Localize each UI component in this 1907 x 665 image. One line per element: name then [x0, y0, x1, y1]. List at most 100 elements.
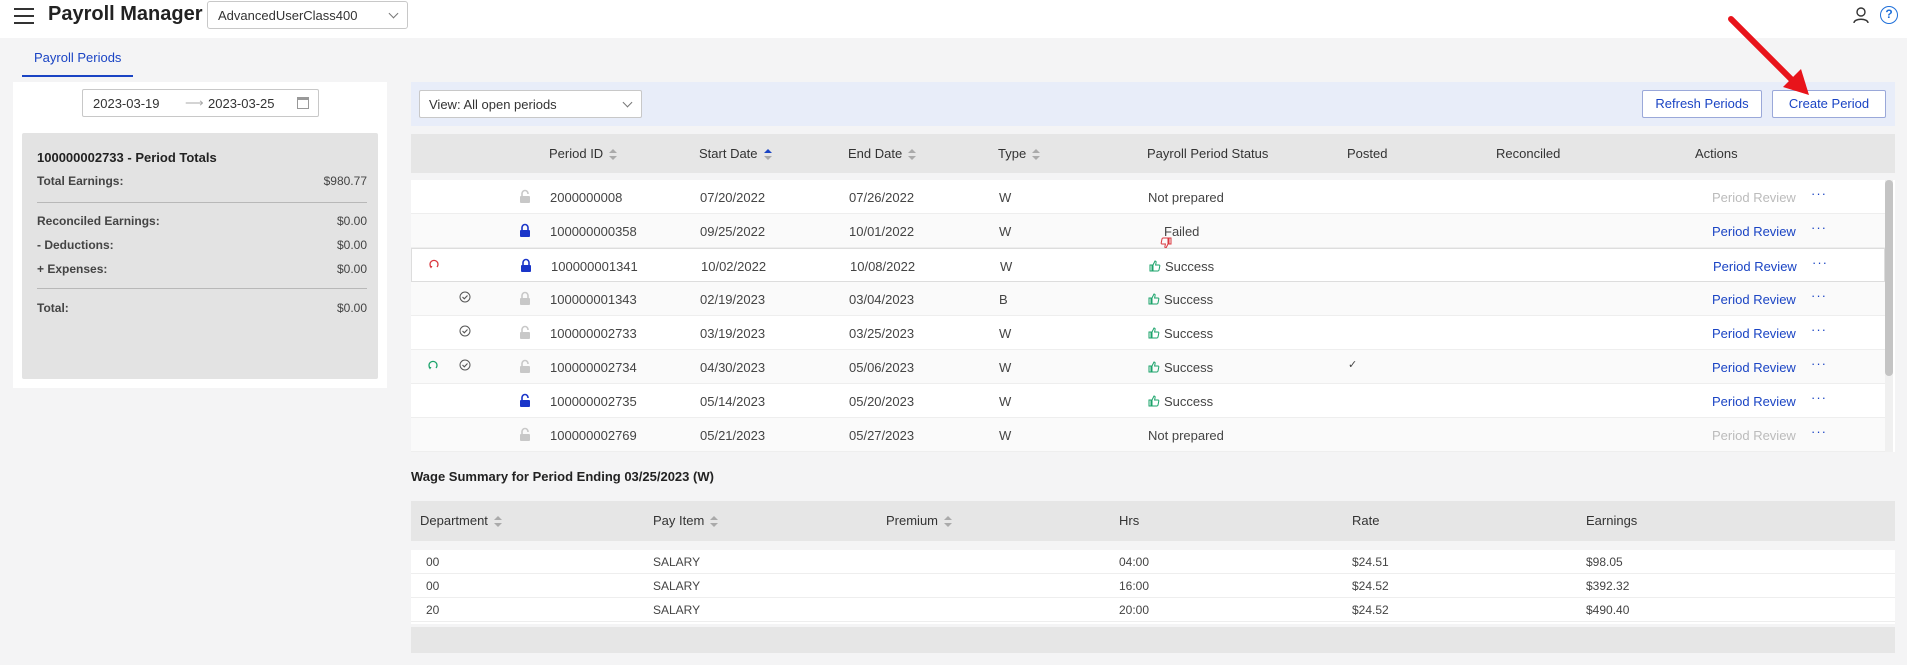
- view-select[interactable]: View: All open periods: [419, 90, 642, 118]
- app-header: Payroll Manager AdvancedUserClass400 ?: [0, 0, 1907, 38]
- sort-icon[interactable]: [609, 148, 618, 161]
- sort-icon[interactable]: [1032, 148, 1041, 161]
- more-actions-icon[interactable]: ···: [1811, 186, 1827, 201]
- period-type: B: [999, 292, 1008, 307]
- lock-icon[interactable]: [519, 291, 531, 305]
- table-row[interactable]: 100000002734 04/30/2023 05/06/2023 W Success…: [411, 350, 1885, 384]
- start-date: 02/19/2023: [700, 292, 766, 307]
- sort-icon[interactable]: [710, 515, 719, 528]
- refresh-periods-button[interactable]: Refresh Periods: [1642, 90, 1762, 118]
- period-review-link[interactable]: Period Review: [1712, 224, 1796, 239]
- table-row[interactable]: 100000002769 05/21/2023 05/27/2023 W Not pre…: [411, 418, 1885, 452]
- period-review-link[interactable]: Period Review: [1712, 394, 1796, 409]
- table-row[interactable]: 20 SALARY 20:00 $24.52 $490.40: [411, 598, 1895, 622]
- start-date: 04/30/2023: [700, 360, 766, 375]
- lock-icon[interactable]: [519, 427, 531, 441]
- check-circle-icon[interactable]: [459, 325, 471, 340]
- table-row[interactable]: 100000001341 10/02/2022 10/08/2022 W Success…: [411, 248, 1885, 282]
- more-actions-icon[interactable]: ···: [1811, 424, 1827, 439]
- check-circle-icon[interactable]: [459, 359, 471, 374]
- period-review-link[interactable]: Period Review: [1712, 190, 1796, 205]
- lock-icon[interactable]: [519, 359, 531, 373]
- end-date: 05/20/2023: [849, 394, 915, 409]
- chevron-down-icon: [622, 97, 633, 108]
- company-select-value: AdvancedUserClass400: [218, 8, 358, 23]
- period-review-link[interactable]: Period Review: [1712, 292, 1796, 307]
- period-review-link[interactable]: Period Review: [1712, 360, 1796, 375]
- period-type: W: [999, 394, 1012, 409]
- table-scrollbar[interactable]: [1885, 180, 1893, 452]
- end-date: 05/06/2023: [849, 360, 915, 375]
- end-date: 05/27/2023: [849, 428, 915, 443]
- chevron-down-icon: [388, 8, 399, 19]
- sort-icon[interactable]: [944, 515, 953, 528]
- period-review-link[interactable]: Period Review: [1712, 428, 1796, 443]
- lock-icon[interactable]: [519, 223, 531, 237]
- date-range-end[interactable]: 2023-03-25: [208, 96, 275, 111]
- column-header-start-date[interactable]: Start Date: [699, 146, 772, 161]
- sort-icon[interactable]: [493, 515, 502, 528]
- column-header-pay-item[interactable]: Pay Item: [653, 513, 719, 528]
- tab-payroll-periods[interactable]: Payroll Periods: [22, 48, 134, 77]
- refresh-icon[interactable]: [427, 359, 439, 374]
- more-actions-icon[interactable]: ···: [1812, 255, 1828, 270]
- app-title: Payroll Manager: [48, 3, 203, 25]
- lock-icon[interactable]: [520, 258, 532, 272]
- table-row[interactable]: 100000002735 05/14/2023 05/20/2023 W Success…: [411, 384, 1885, 418]
- view-select-value: View: All open periods: [429, 97, 557, 112]
- hamburger-menu-icon[interactable]: [14, 8, 34, 26]
- scrollbar-thumb[interactable]: [1885, 180, 1893, 376]
- company-select[interactable]: AdvancedUserClass400: [207, 1, 408, 29]
- period-type: W: [999, 190, 1012, 205]
- more-actions-icon[interactable]: ···: [1811, 322, 1827, 337]
- period-type: W: [999, 360, 1012, 375]
- sort-icon[interactable]: [908, 148, 917, 161]
- period-review-link[interactable]: Period Review: [1712, 326, 1796, 341]
- lock-icon[interactable]: [519, 325, 531, 339]
- column-header-end-date[interactable]: End Date: [848, 146, 917, 161]
- period-review-link[interactable]: Period Review: [1713, 259, 1797, 274]
- table-row[interactable]: 00 SALARY 04:00 $24.51 $98.05: [411, 550, 1895, 574]
- table-row[interactable]: 00 SALARY 16:00 $24.52 $392.32: [411, 574, 1895, 598]
- table-row[interactable]: 100000001343 02/19/2023 03/04/2023 B Success…: [411, 282, 1885, 316]
- column-header-posted: Posted: [1347, 146, 1388, 161]
- period-id: 100000000358: [550, 224, 637, 239]
- column-header-earnings: Earnings: [1586, 513, 1638, 528]
- end-date: 10/01/2022: [849, 224, 915, 239]
- pay-item: SALARY: [653, 603, 701, 617]
- column-header-period-id[interactable]: Period ID: [549, 146, 618, 161]
- end-date: 03/25/2023: [849, 326, 915, 341]
- period-totals-card: 100000002733 - Period Totals Total Earni…: [22, 133, 378, 379]
- help-icon[interactable]: ?: [1880, 6, 1898, 24]
- table-row[interactable]: 100000000358 09/25/2022 10/01/2022 W Failed P…: [411, 214, 1885, 249]
- period-id: 100000001343: [550, 292, 637, 307]
- column-header-type[interactable]: Type: [998, 146, 1041, 161]
- user-icon[interactable]: [1852, 6, 1870, 24]
- date-range-picker[interactable]: 2023-03-19 ⟶ 2023-03-25: [82, 89, 319, 117]
- period-id: 100000001341: [551, 259, 638, 274]
- period-status: Not prepared: [1148, 190, 1224, 205]
- more-actions-icon[interactable]: ···: [1811, 288, 1827, 303]
- column-header-department[interactable]: Department: [420, 513, 502, 528]
- hrs: 04:00: [1119, 555, 1150, 569]
- reconciled-earnings-label: Reconciled Earnings:: [37, 214, 160, 228]
- more-actions-icon[interactable]: ···: [1811, 356, 1827, 371]
- period-id: 100000002769: [550, 428, 637, 443]
- more-actions-icon[interactable]: ···: [1811, 220, 1827, 235]
- lock-icon[interactable]: [519, 393, 531, 407]
- total-earnings-value: $980.77: [323, 174, 367, 188]
- sort-ascending-icon[interactable]: [763, 148, 772, 161]
- more-actions-icon[interactable]: ···: [1811, 390, 1827, 405]
- refresh-icon[interactable]: [428, 258, 440, 273]
- calendar-icon[interactable]: [297, 97, 309, 109]
- date-range-start[interactable]: 2023-03-19: [93, 96, 160, 111]
- column-header-premium[interactable]: Premium: [886, 513, 953, 528]
- lock-icon[interactable]: [519, 189, 531, 203]
- period-status: Success: [1149, 259, 1214, 275]
- table-row[interactable]: 100000002733 03/19/2023 03/25/2023 W Success…: [411, 316, 1885, 350]
- thumbs-up-icon: [1148, 293, 1160, 308]
- period-status: Success: [1148, 292, 1213, 308]
- table-row[interactable]: 2000000008 07/20/2022 07/26/2022 W Not prepa…: [411, 180, 1885, 214]
- check-circle-icon[interactable]: [459, 291, 471, 306]
- create-period-button[interactable]: Create Period: [1772, 90, 1886, 118]
